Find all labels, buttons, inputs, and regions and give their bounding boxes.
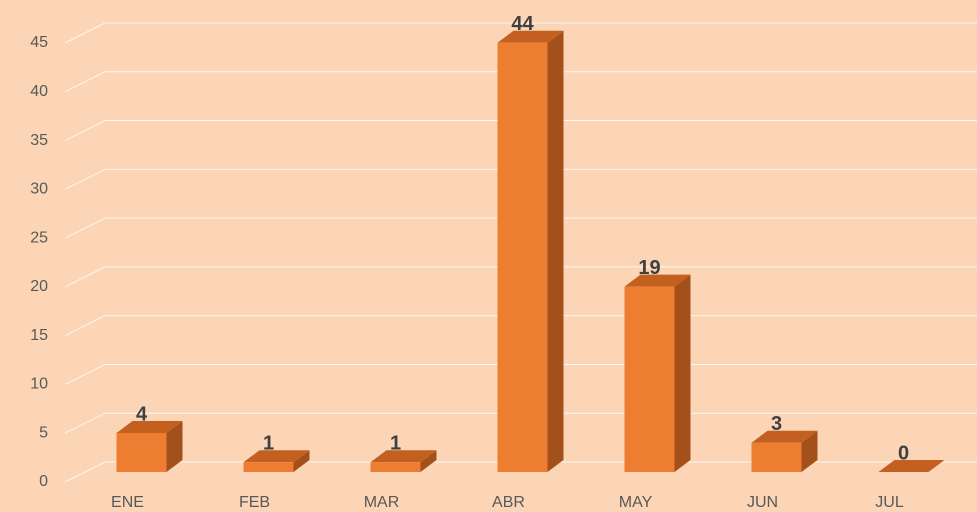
bar-top (116, 420, 183, 433)
x-tick-label: ABR (492, 494, 525, 511)
grid-line (64, 71, 977, 93)
data-label: 1 (390, 433, 401, 455)
bar-side (547, 30, 564, 473)
x-tick-label: JUN (747, 494, 778, 511)
x-tick-label: ENE (111, 494, 144, 511)
bar-top (243, 450, 310, 463)
bar-side (293, 450, 310, 472)
grid-line (64, 120, 977, 142)
bar (624, 274, 691, 472)
data-label: 3 (771, 413, 782, 435)
bar-side (166, 420, 183, 472)
bar-top (878, 460, 945, 472)
grid-line (64, 22, 977, 44)
y-tick-label: 10 (30, 376, 48, 393)
grid-line (64, 168, 977, 190)
data-label: 4 (136, 403, 148, 425)
y-tick-label: 40 (30, 83, 48, 100)
y-tick-label: 30 (30, 181, 48, 198)
x-tick-label: FEB (239, 494, 270, 511)
bar-top (751, 430, 818, 443)
y-tick-label: 45 (30, 34, 48, 51)
y-tick-label: 15 (30, 327, 48, 344)
bar (116, 420, 183, 472)
bar (370, 450, 437, 472)
grid-line (64, 266, 977, 288)
x-tick-label: MAY (619, 494, 653, 511)
bar-front (497, 42, 548, 472)
data-label: 44 (511, 13, 534, 35)
data-label: 0 (898, 442, 909, 464)
bar-front (624, 286, 675, 472)
bar-front (370, 462, 421, 472)
bar (243, 450, 310, 472)
bar-top (370, 450, 437, 463)
data-label: 19 (638, 257, 660, 279)
bar-front (243, 462, 294, 472)
bar-side (420, 450, 437, 472)
y-tick-label: 0 (39, 473, 48, 490)
bar-top (497, 30, 564, 43)
y-tick-label: 5 (39, 424, 48, 441)
data-label: 1 (263, 433, 274, 455)
bar (751, 430, 818, 472)
x-tick-label: MAR (364, 494, 400, 511)
x-tick-label: JUL (875, 494, 904, 511)
grid-line (64, 217, 977, 239)
bar-front (751, 442, 802, 472)
y-tick-label: 35 (30, 132, 48, 149)
bar-front (116, 432, 167, 472)
bar-top (624, 274, 691, 287)
bar-side (674, 274, 691, 472)
y-tick-label: 20 (30, 278, 48, 295)
y-tick-label: 25 (30, 229, 48, 246)
bar (497, 30, 564, 473)
bar (878, 460, 945, 472)
bar-side (801, 430, 818, 472)
